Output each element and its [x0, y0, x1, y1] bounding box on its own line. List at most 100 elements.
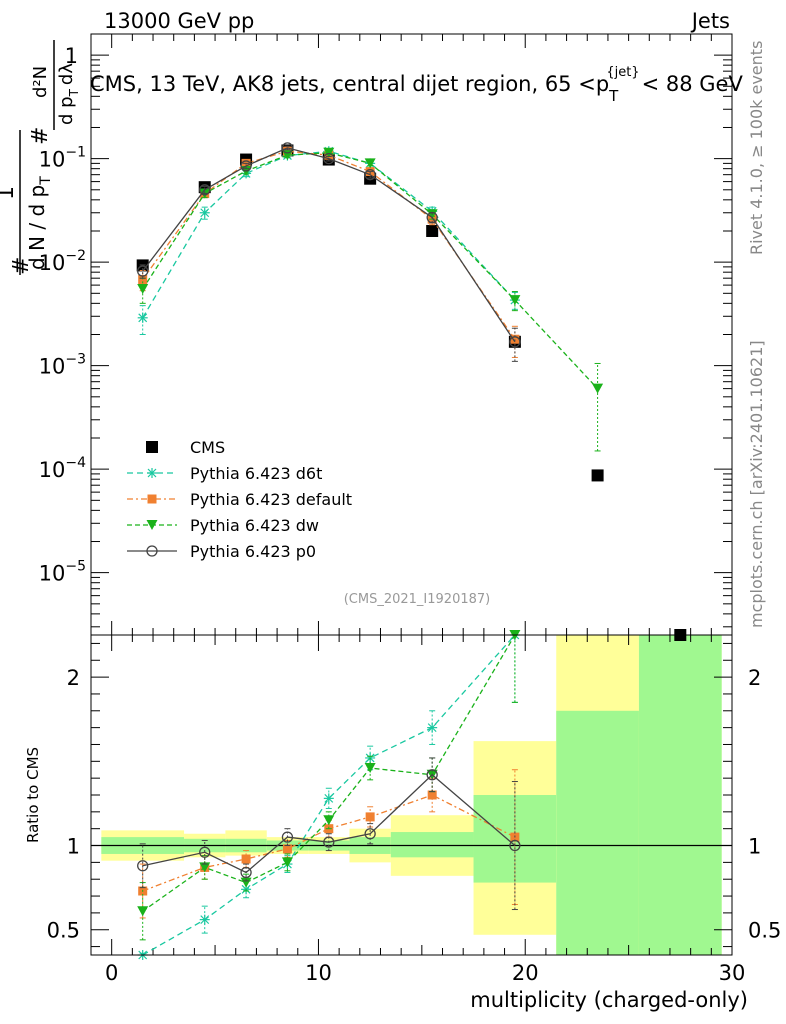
ratio-point-0-1 [199, 914, 210, 925]
main-point-4-5 [364, 169, 376, 181]
main-point-4-3 [281, 142, 294, 154]
rivet-label: Rivet 4.1.0, ≥ 100k events [747, 41, 766, 255]
main-point-4-2 [240, 160, 252, 172]
main-point-3-5 [364, 158, 376, 169]
main-point-2-7 [510, 334, 520, 344]
ratio-point-1-5 [365, 812, 375, 822]
header-right: Jets [690, 9, 730, 33]
plot-title-sub: T [608, 87, 619, 105]
ratio-point-3-4 [323, 836, 335, 848]
ratio-line-1 [142, 794, 516, 892]
ratio-series [137, 630, 521, 960]
legend-marker-0 [146, 441, 158, 453]
legend-marker-4 [146, 545, 158, 557]
main-point-1-1-stroke [200, 208, 210, 218]
main-point-3-7 [509, 295, 521, 306]
plot-title: CMS, 13 TeV, AK8 jets, central dijet reg… [90, 65, 743, 105]
ratio-plot-frame [90, 634, 733, 956]
ratio-point-2-2 [240, 877, 252, 888]
main-line-2 [142, 150, 516, 340]
ratio-point-2-1 [199, 862, 211, 873]
x-axis-label: multiplicity (charged-only) [470, 988, 748, 1012]
ylabel-num-1: 1 [0, 186, 19, 200]
legend-marker-1-stroke [147, 468, 157, 478]
ratio-ytick-label-right-1: 1 [748, 835, 761, 859]
main-point-3-0 [137, 284, 149, 295]
ratio-ytick-label-0: 0.5 [47, 919, 80, 943]
ratio-ticks: 0.5 0.51 12 20 10 20 30 [47, 635, 781, 985]
ylabel-hash-2: # [28, 127, 53, 145]
legend-marker-3 [146, 520, 158, 530]
legend-marker-1 [147, 468, 157, 478]
plot-title-tail: < 88 GeV [642, 72, 744, 96]
ratio-point-1-3 [282, 844, 292, 854]
main-point-4-1 [199, 184, 211, 196]
main-ytick-label-5: 1 [65, 44, 78, 68]
main-ytick-label-3: 10−2 [39, 248, 86, 275]
ratio-point-0-6-stroke [427, 723, 437, 733]
ratio-point-2-5 [364, 763, 376, 774]
ratio-point-3-0 [137, 860, 149, 872]
main-plot-frame [90, 33, 733, 636]
main-line-4 [142, 147, 516, 343]
ratio-line-3 [142, 773, 516, 874]
main-point-1-0 [137, 312, 148, 323]
main-point-4-0 [137, 265, 149, 277]
main-y-ticks: 10−5 10−4 10−3 10−2 10−1 1 [39, 34, 733, 635]
ylabel-den-2: d pTdλ [56, 63, 81, 125]
legend-label-4: Pythia 6.423 p0 [190, 542, 316, 561]
ratio-point-3-7 [509, 839, 521, 852]
main-line-3 [142, 152, 599, 390]
ratio-point-0-1-stroke [200, 915, 210, 925]
header-left: 13000 GeV pp [104, 9, 254, 33]
ylabel-hash-1: # [9, 257, 34, 275]
legend-label-1: Pythia 6.423 d6t [190, 464, 322, 483]
analysis-watermark: (CMS_2021_I1920187) [344, 592, 491, 607]
legend-label-2: Pythia 6.423 default [190, 490, 352, 509]
ratio-point-1-2 [241, 854, 251, 864]
main-point-4-4 [323, 152, 335, 165]
ylabel-den-1: d N / d pT [25, 176, 54, 270]
main-point-0-6 [426, 224, 439, 237]
ratio-line-0 [142, 634, 516, 956]
ratio-point-0-6 [427, 722, 438, 733]
main-point-2-0 [138, 274, 148, 284]
ratio-point-1-6 [427, 790, 437, 800]
ratio-xtick-label-1: 10 [305, 961, 332, 985]
legend: CMS Pythia 6.423 d6t Pythia 6.423 default P… [127, 438, 352, 561]
ratio-point-3-5 [364, 828, 376, 840]
ratio-xtick-label-0: 0 [105, 961, 118, 985]
ratio-ytick-label-right-2: 2 [748, 666, 761, 690]
band-green-9 [638, 635, 722, 955]
main-ytick-label-2: 10−3 [39, 352, 86, 379]
ratio-point-0-4 [323, 793, 334, 804]
main-point-4-7 [509, 336, 521, 348]
main-point-4-6 [426, 211, 438, 224]
ratio-point-3-1 [199, 846, 211, 858]
legend-label-0: CMS [190, 438, 225, 457]
legend-label-3: Pythia 6.423 dw [190, 516, 319, 535]
ratio-line-2 [142, 634, 516, 912]
main-y-axis-label: # 1 d N / d pT # d²N d pTdλ [0, 40, 81, 275]
ratio-xtick-label-2: 20 [512, 961, 539, 985]
main-line-1 [142, 150, 516, 319]
ylabel-num-2: d²N [30, 66, 51, 98]
main-point-0-8 [591, 469, 604, 482]
main-ytick-label-0: 10−5 [39, 559, 86, 586]
ratio-point-2-3 [281, 857, 293, 868]
main-point-3-4 [323, 147, 335, 158]
mcplots-label: mcplots.cern.ch [arXiv:2401.10621] [747, 340, 766, 628]
main-series [136, 142, 687, 641]
ratio-point-0-4-stroke [324, 793, 334, 803]
main-ytick-label-1: 10−4 [39, 455, 86, 482]
ratio-point-3-6 [426, 769, 438, 781]
ratio-y-axis-label: Ratio to CMS [24, 747, 42, 843]
band-green-6 [390, 832, 474, 858]
legend-marker-2 [147, 494, 157, 504]
ratio-point-2-0 [137, 906, 149, 917]
ratio-ytick-label-1: 1 [67, 835, 80, 859]
main-point-3-8 [592, 383, 604, 394]
ratio-ytick-label-2: 2 [67, 666, 80, 690]
plot-title-main: CMS, 13 TeV, AK8 jets, central dijet reg… [90, 72, 609, 96]
